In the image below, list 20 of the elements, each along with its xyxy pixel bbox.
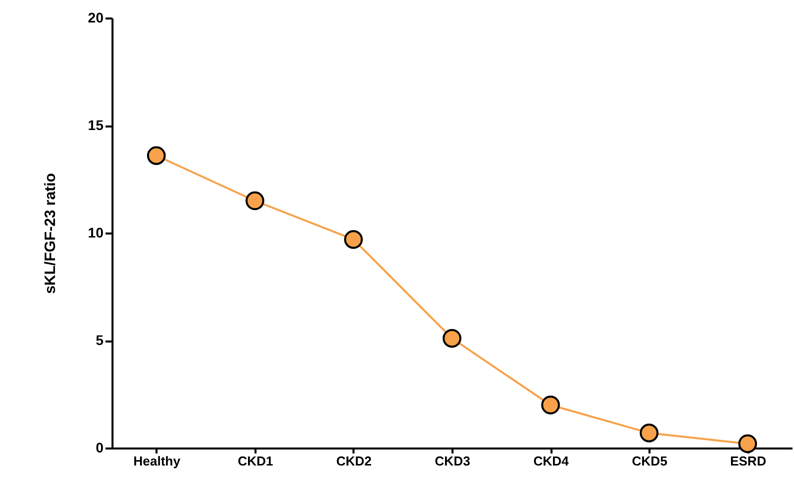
y-tick-label: 5 [96, 332, 104, 348]
y-tick-label: 10 [88, 224, 104, 240]
x-tick-label: CKD2 [336, 454, 372, 468]
y-tick-label: 20 [88, 10, 104, 26]
point [442, 329, 462, 348]
point [146, 146, 166, 165]
x-tick-label: CKD3 [434, 454, 470, 468]
point [640, 424, 658, 442]
y-axis-title: sKL/FGF-23 ratio [42, 173, 59, 294]
point [541, 396, 560, 414]
x-tick-label: CKD4 [533, 454, 570, 468]
x-tick-label: ESRD [730, 454, 766, 468]
point [246, 191, 264, 210]
point [344, 230, 363, 249]
y-tick-label: 0 [96, 440, 104, 456]
x-tick-label: CKD1 [238, 454, 274, 468]
x-tick-label: Healthy [133, 454, 182, 468]
y-tick-label: 15 [88, 117, 104, 133]
point [738, 434, 758, 454]
x-tick-label: CKD5 [632, 454, 668, 468]
